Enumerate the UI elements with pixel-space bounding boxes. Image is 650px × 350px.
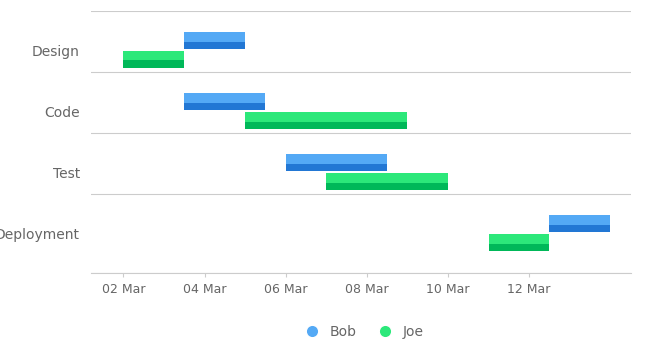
Bar (489, 244, 549, 251)
Bar (326, 173, 448, 190)
Bar (185, 42, 245, 49)
Bar (286, 164, 387, 172)
Bar (549, 225, 610, 232)
Bar (549, 215, 610, 232)
Bar (124, 51, 185, 68)
Bar (489, 234, 549, 251)
Bar (185, 93, 265, 110)
Bar (124, 61, 185, 68)
Bar (245, 121, 408, 129)
Bar (185, 32, 245, 49)
Legend: Bob, Joe: Bob, Joe (292, 319, 429, 344)
Bar (245, 112, 408, 129)
Bar (326, 183, 448, 190)
Bar (185, 103, 265, 110)
Bar (286, 154, 387, 172)
